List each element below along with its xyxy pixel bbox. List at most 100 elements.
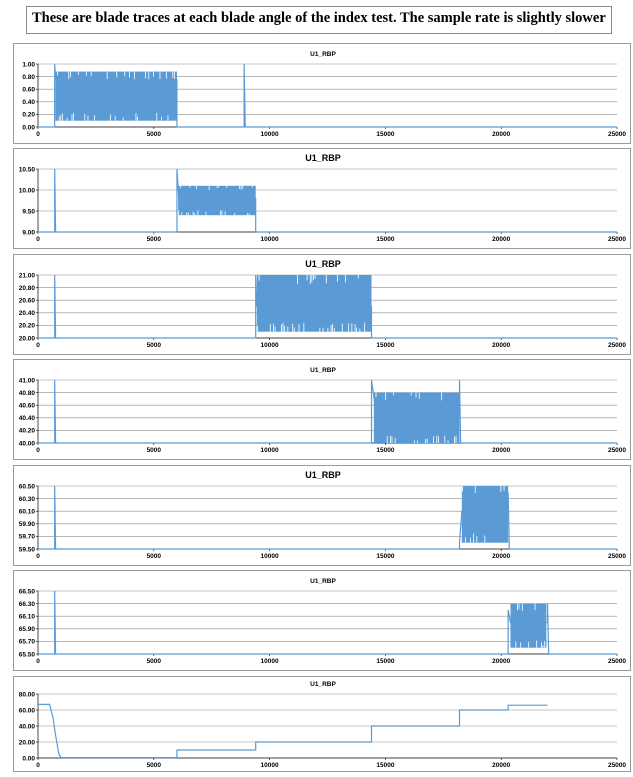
band-noise [87, 115, 89, 121]
band-noise [454, 436, 455, 443]
band-noise [385, 392, 387, 401]
band-noise [192, 211, 194, 216]
x-tick-label: 25000 [608, 658, 626, 665]
band-noise [85, 71, 87, 76]
band-noise [145, 71, 146, 79]
y-tick-label: 20.40 [19, 310, 36, 317]
band-noise [314, 275, 316, 279]
x-tick-label: 15000 [376, 131, 394, 138]
band-noise [219, 210, 221, 216]
x-tick-label: 20000 [492, 553, 510, 560]
y-tick-label: 0.60 [22, 87, 35, 94]
band-noise [528, 641, 530, 648]
series-line [38, 590, 617, 655]
series-line [38, 274, 617, 339]
x-tick-label: 25000 [608, 762, 626, 769]
header-box: These are blade traces at each blade ang… [26, 6, 612, 34]
x-tick-label: 0 [36, 131, 40, 138]
chart-svg-4: U1_RBP 40.00 40.20 40.40 40.60 40.80 41.00 0 500… [19, 367, 627, 454]
chart-svg-5: U1_RBP 59.50 59.70 59.90 60.10 60.30 60.50 0 500… [19, 470, 627, 560]
band-noise [330, 325, 332, 332]
x-tick-label: 0 [36, 553, 40, 560]
y-tick-label: 40.00 [19, 440, 36, 447]
chart-title: U1_RBP [310, 51, 336, 58]
x-tick-label: 10000 [261, 131, 279, 138]
band-noise [473, 533, 475, 543]
band-noise [159, 71, 161, 80]
band-noise [544, 641, 546, 648]
band-noise [84, 113, 86, 121]
band-noise [394, 437, 396, 443]
band-noise [542, 645, 544, 648]
band-noise [240, 185, 242, 190]
band-noise [189, 185, 191, 188]
y-tick-label: 0.00 [22, 755, 35, 762]
x-tick-label: 10000 [261, 342, 279, 349]
y-tick-label: 0.20 [22, 112, 35, 119]
band-noise [327, 327, 329, 332]
band-noise [61, 113, 63, 121]
band-noise [503, 486, 505, 491]
band-noise [226, 185, 228, 188]
band-noise [106, 71, 108, 80]
x-tick-label: 0 [36, 447, 40, 454]
band-noise [348, 323, 350, 332]
band-noise [73, 112, 74, 121]
band-noise [309, 275, 311, 284]
y-tick-label: 59.50 [19, 546, 36, 553]
band-noise [221, 210, 223, 216]
band-noise [325, 275, 327, 284]
chart-panel-6: U1_RBP 65.50 65.70 65.90 66.10 66.30 66.50 0 500… [13, 570, 631, 671]
y-tick-label: 65.50 [19, 651, 36, 658]
series-line [38, 168, 617, 233]
band-noise [208, 185, 210, 190]
x-tick-label: 15000 [376, 553, 394, 560]
band-noise [313, 275, 314, 280]
band-noise [69, 71, 71, 78]
band-noise [462, 486, 463, 492]
band-noise [341, 323, 343, 332]
y-tick-label: 60.50 [19, 483, 36, 490]
band-noise [195, 185, 197, 190]
series-line [38, 485, 617, 550]
band-noise [390, 435, 391, 443]
x-tick-label: 15000 [376, 342, 394, 349]
y-tick-label: 0.80 [22, 74, 35, 81]
band-noise [122, 117, 124, 121]
band-noise [444, 435, 446, 443]
band-noise [465, 537, 467, 543]
band-noise [292, 323, 294, 332]
band-noise [303, 322, 305, 332]
series-band [461, 486, 509, 543]
band-noise [375, 392, 377, 398]
band-noise [77, 71, 79, 75]
band-noise [137, 116, 138, 121]
chart-panel-4: U1_RBP 40.00 40.20 40.40 40.60 40.80 41.00 0 500… [13, 359, 631, 460]
y-tick-label: 0.00 [22, 124, 35, 131]
x-tick-label: 5000 [147, 131, 162, 138]
band-noise [216, 185, 218, 189]
band-noise [90, 71, 92, 77]
band-noise [153, 71, 154, 77]
x-tick-label: 0 [36, 762, 40, 769]
y-tick-label: 20.80 [19, 285, 36, 292]
band-noise [470, 537, 471, 543]
band-noise [116, 71, 118, 78]
chart-svg-3: U1_RBP 20.00 20.20 20.40 20.60 20.80 21.00 0 500… [19, 259, 627, 349]
x-tick-label: 0 [36, 236, 40, 243]
band-noise [319, 327, 321, 332]
x-tick-label: 20000 [492, 236, 510, 243]
band-noise [172, 71, 174, 79]
y-tick-label: 60.30 [19, 496, 36, 503]
band-noise [415, 392, 417, 398]
series-band [373, 392, 460, 443]
chart-svg-6: U1_RBP 65.50 65.70 65.90 66.10 66.30 66.50 0 500… [19, 578, 627, 665]
band-noise [433, 436, 435, 443]
band-noise [239, 185, 240, 189]
band-noise [284, 325, 286, 332]
x-tick-label: 25000 [608, 447, 626, 454]
band-noise [187, 212, 189, 216]
band-noise [287, 326, 289, 332]
band-noise [173, 71, 175, 80]
band-noise [455, 435, 457, 443]
